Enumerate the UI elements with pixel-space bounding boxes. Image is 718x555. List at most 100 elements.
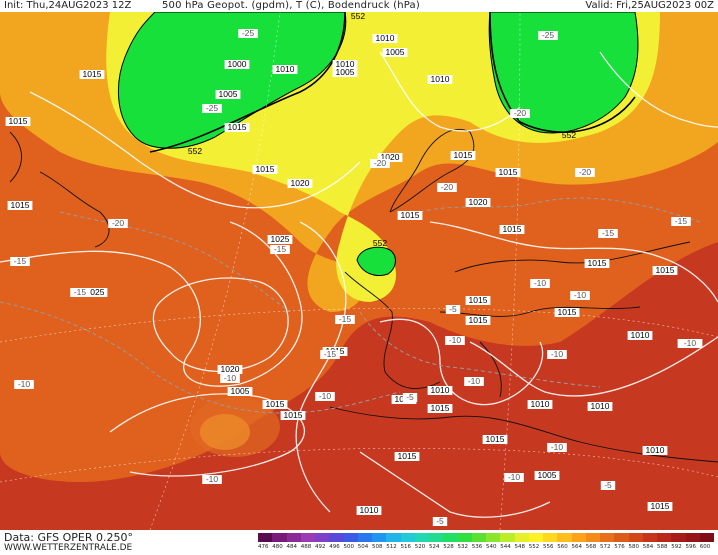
map-title: 500 hPa Geopot. (gpdm), T (C), Bodendruc… xyxy=(162,0,420,11)
isobar-label-box xyxy=(465,198,491,207)
isobar-label-box xyxy=(587,402,613,411)
isobar-label-box xyxy=(79,70,105,79)
isobar-label: 1015 xyxy=(503,224,522,234)
temperature-label-box xyxy=(70,288,90,297)
colorbar-tick-label: 536 xyxy=(471,544,483,550)
colorbar-cell xyxy=(471,533,486,542)
colorbar-tick-label: 592 xyxy=(671,544,682,550)
map-footer: Data: GFS OPER 0.250° WWW.WETTERZENTRALE… xyxy=(0,530,718,555)
isobar-label-box xyxy=(224,60,250,69)
colorbar-cell xyxy=(543,533,558,542)
isobar-label-box xyxy=(499,225,525,234)
isobar-label: 1005 xyxy=(231,386,250,396)
colorbar-track xyxy=(258,533,714,542)
colorbar-cell xyxy=(357,533,372,542)
isobar-label: 1020 xyxy=(221,364,240,374)
isotherms xyxy=(0,197,701,414)
isobar-label-box xyxy=(397,211,423,220)
temperature-label-box xyxy=(547,443,567,452)
colorbar-cell xyxy=(685,533,700,542)
temperature-label: -10 xyxy=(574,290,587,300)
height-contour-label: 552 xyxy=(351,12,365,21)
isobars xyxy=(0,51,718,518)
temperature-label: -10 xyxy=(468,376,481,386)
colorbar-tick-label: 484 xyxy=(286,544,298,550)
colorbar-cell xyxy=(614,533,629,542)
weather-map: 1015 1010 1000 1005 1010 1005 1010 1005 1010 1015… xyxy=(0,12,718,530)
temperature-label-box xyxy=(445,305,461,314)
isobar-label-box xyxy=(427,386,453,395)
temperature-label: -10 xyxy=(449,335,462,345)
temperature-label: -10 xyxy=(551,349,564,359)
colorbar-cell xyxy=(315,533,330,542)
isobar-label-box xyxy=(217,365,243,374)
temperature-label-box xyxy=(547,350,567,359)
colorbar-tick-label: 576 xyxy=(614,544,625,550)
isobar-label: 1010 xyxy=(276,64,295,74)
isobar-label-box xyxy=(5,117,31,126)
isobar-label: 1015 xyxy=(83,69,102,79)
temperature-label-box xyxy=(575,168,595,177)
isobar-label: 1010 xyxy=(531,399,550,409)
isobar-label: 1010 xyxy=(646,445,665,455)
colorbar-tick-label: 520 xyxy=(414,544,426,550)
temperature-label-box xyxy=(510,109,530,118)
colorbar-tick-label: 600 xyxy=(699,544,711,550)
isobar-label-box xyxy=(7,201,33,210)
colorbar-tick-label: 596 xyxy=(685,544,697,550)
isobar-label: 1015 xyxy=(486,434,505,444)
isobar-label-box xyxy=(227,387,253,396)
temperature-label: -10 xyxy=(551,442,564,452)
colorbar-tick-label: 492 xyxy=(315,544,326,550)
temperature-label-box xyxy=(538,31,558,40)
isobar-label: 1015 xyxy=(401,210,420,220)
map-header: Init: Thu,24AUG2023 12Z 500 hPa Geopot. … xyxy=(0,0,718,12)
isobar-label: 1025 xyxy=(271,234,290,244)
colorbar-tick-label: 496 xyxy=(329,544,340,550)
isobar-label-box xyxy=(394,452,420,461)
isobar-label: 1015 xyxy=(454,150,473,160)
colorbar-cell xyxy=(372,533,387,542)
colorbar-tick-label: 588 xyxy=(657,544,668,550)
isobar-label-box xyxy=(427,75,453,84)
colorbar-cell xyxy=(286,533,301,542)
isobar-label: 1015 xyxy=(588,258,607,268)
isobar-label: 1005 xyxy=(386,47,405,57)
colorbar-cell xyxy=(671,533,686,542)
valid-time-label: Valid: Fri,25AUG2023 00Z xyxy=(585,0,714,11)
colorbar-tick-label: 504 xyxy=(357,544,369,550)
temperature-label: -10 xyxy=(534,278,547,288)
colorbar: 476 480 484 488 492 496 500 504 508 512 516 520 524 5… xyxy=(258,533,714,553)
temperature-label-box xyxy=(570,291,590,300)
isobar-label-box xyxy=(332,68,358,77)
website-label: WWW.WETTERZENTRALE.DE xyxy=(4,543,133,553)
data-source-label: Data: GFS OPER 0.250° xyxy=(4,531,133,544)
isobar-label-box xyxy=(280,411,306,420)
isobar-label-box xyxy=(224,123,250,132)
init-time-label: Init: Thu,24AUG2023 12Z xyxy=(4,0,132,11)
temperature-label-box xyxy=(445,336,465,345)
colorbar-tick-label: 532 xyxy=(457,544,469,550)
isobar-label-box xyxy=(450,151,476,160)
isobar-label: 1010 xyxy=(376,33,395,43)
temperature-label: -10 xyxy=(18,379,31,389)
temperature-label: -15 xyxy=(324,349,337,359)
isobar-label: 1015 xyxy=(266,399,285,409)
temperature-label: -5 xyxy=(406,392,414,402)
colorbar-cell xyxy=(585,533,600,542)
colorbar-cell xyxy=(642,533,657,542)
temperature-label: -15 xyxy=(14,256,27,266)
temperature-label: -5 xyxy=(604,480,612,490)
isobar-label: 1020 xyxy=(469,197,488,207)
colorbar-cell xyxy=(429,533,444,542)
isobar-label: 1015 xyxy=(284,410,303,420)
temperature-label-box xyxy=(108,219,128,228)
temperature-label: -25 xyxy=(242,28,255,38)
warm-core-atlantic-inner xyxy=(200,414,250,450)
temperature-label: -20 xyxy=(374,158,387,168)
temperature-label: -5 xyxy=(449,304,457,314)
temperature-label: -10 xyxy=(319,391,332,401)
temperature-label-box xyxy=(370,159,390,168)
temperature-label-box xyxy=(437,183,457,192)
isobar-label: 1015 xyxy=(431,403,450,413)
